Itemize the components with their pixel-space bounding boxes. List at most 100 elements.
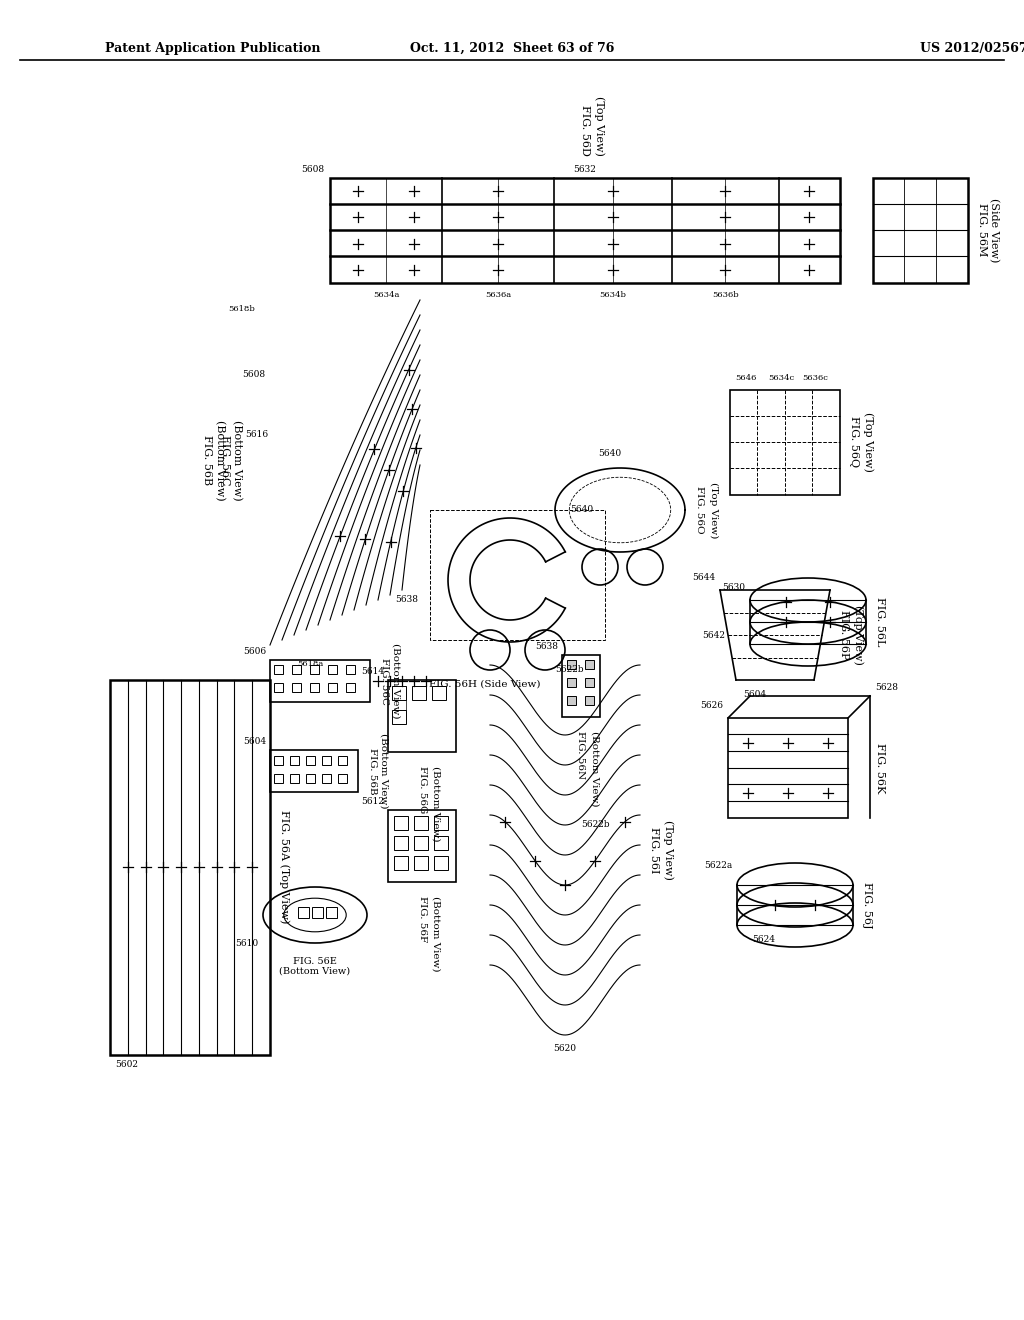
Text: (Bottom View): (Bottom View) bbox=[215, 420, 225, 500]
Bar bbox=[322, 756, 331, 766]
Text: 5612: 5612 bbox=[361, 797, 384, 807]
Bar bbox=[274, 682, 283, 692]
Bar bbox=[434, 855, 449, 870]
Text: (Bottom View): (Bottom View) bbox=[431, 896, 440, 972]
Text: (Top View): (Top View) bbox=[862, 412, 873, 473]
Text: FIG. 56A (Top View): FIG. 56A (Top View) bbox=[279, 810, 290, 924]
Bar bbox=[394, 816, 408, 830]
Text: 5616: 5616 bbox=[245, 430, 268, 440]
Bar bbox=[414, 855, 428, 870]
Text: (Bottom View): (Bottom View) bbox=[280, 968, 350, 975]
Text: 5636b: 5636b bbox=[712, 290, 738, 300]
Bar bbox=[430, 510, 605, 640]
Text: 5638: 5638 bbox=[395, 595, 418, 605]
Text: 5622b: 5622b bbox=[581, 820, 609, 829]
Text: US 2012/0256715 A1: US 2012/0256715 A1 bbox=[920, 42, 1024, 55]
Text: 5632: 5632 bbox=[573, 165, 596, 174]
Bar bbox=[388, 810, 456, 882]
Text: FIG. 56K: FIG. 56K bbox=[874, 743, 885, 793]
Text: FIG. 56E: FIG. 56E bbox=[293, 957, 337, 966]
Text: 5634a: 5634a bbox=[373, 290, 399, 300]
Bar bbox=[310, 665, 319, 675]
Bar bbox=[298, 907, 309, 917]
Text: 5628: 5628 bbox=[874, 682, 898, 692]
Bar bbox=[392, 710, 406, 723]
Text: FIG. 56Q: FIG. 56Q bbox=[849, 416, 859, 467]
Bar bbox=[567, 678, 575, 686]
Bar bbox=[274, 665, 283, 675]
Bar bbox=[434, 816, 449, 830]
Bar bbox=[310, 682, 319, 692]
Bar bbox=[292, 682, 301, 692]
Text: FIG. 56B: FIG. 56B bbox=[202, 434, 212, 484]
Text: FIG. 56I: FIG. 56I bbox=[649, 826, 659, 874]
Text: FIG. 56D: FIG. 56D bbox=[580, 106, 590, 156]
Bar bbox=[728, 718, 848, 818]
Text: FIG. 56J: FIG. 56J bbox=[862, 882, 872, 928]
Text: FIG. 56H (Side View): FIG. 56H (Side View) bbox=[429, 680, 541, 689]
Text: 5614: 5614 bbox=[360, 667, 384, 676]
Bar bbox=[330, 178, 840, 282]
Bar bbox=[394, 836, 408, 850]
Text: FIG. 56C: FIG. 56C bbox=[220, 434, 230, 486]
Text: (Bottom View): (Bottom View) bbox=[591, 731, 599, 807]
Text: 5638: 5638 bbox=[535, 642, 558, 651]
Text: 5608: 5608 bbox=[242, 370, 265, 379]
Bar bbox=[414, 836, 428, 850]
Bar bbox=[394, 855, 408, 870]
Text: 5604: 5604 bbox=[743, 690, 767, 700]
Bar bbox=[585, 678, 594, 686]
Text: (Top View): (Top View) bbox=[709, 482, 718, 539]
Bar bbox=[270, 750, 358, 792]
Bar bbox=[562, 655, 600, 717]
Text: 5626: 5626 bbox=[700, 701, 723, 710]
Text: FIG. 56P: FIG. 56P bbox=[839, 610, 849, 660]
Text: FIG. 56B: FIG. 56B bbox=[368, 747, 377, 795]
Bar bbox=[270, 660, 370, 702]
Bar bbox=[585, 660, 594, 669]
Text: 5644: 5644 bbox=[692, 573, 715, 582]
Bar bbox=[290, 756, 299, 766]
Text: 5608: 5608 bbox=[301, 165, 324, 174]
Bar bbox=[312, 907, 323, 917]
Text: FIG. 56G: FIG. 56G bbox=[418, 766, 427, 813]
Bar bbox=[434, 836, 449, 850]
Bar bbox=[585, 696, 594, 705]
Text: 5646: 5646 bbox=[735, 374, 757, 381]
Text: 5634c: 5634c bbox=[768, 374, 795, 381]
Text: 5640: 5640 bbox=[598, 449, 622, 458]
Bar bbox=[567, 696, 575, 705]
Text: 5640: 5640 bbox=[570, 506, 593, 513]
Bar bbox=[346, 665, 355, 675]
Text: 5604: 5604 bbox=[243, 737, 266, 746]
Text: 5622a: 5622a bbox=[703, 861, 732, 870]
Text: FIG. 56F: FIG. 56F bbox=[418, 896, 427, 942]
Bar bbox=[274, 756, 283, 766]
Text: 5618b: 5618b bbox=[228, 305, 255, 313]
Text: FIG. 56N: FIG. 56N bbox=[577, 731, 586, 779]
Text: 5642: 5642 bbox=[702, 631, 725, 639]
Text: (Top View): (Top View) bbox=[594, 96, 604, 156]
Text: (Top View): (Top View) bbox=[663, 820, 674, 880]
Bar bbox=[338, 756, 347, 766]
Text: 5624: 5624 bbox=[752, 935, 775, 944]
Text: (Top View): (Top View) bbox=[853, 605, 863, 665]
Text: (Bottom View): (Bottom View) bbox=[380, 733, 388, 809]
Text: (Side View): (Side View) bbox=[989, 198, 999, 263]
Bar bbox=[328, 665, 337, 675]
Bar bbox=[306, 756, 315, 766]
Text: FIG. 56C: FIG. 56C bbox=[380, 657, 388, 705]
Text: Patent Application Publication: Patent Application Publication bbox=[105, 42, 321, 55]
Text: Oct. 11, 2012  Sheet 63 of 76: Oct. 11, 2012 Sheet 63 of 76 bbox=[410, 42, 614, 55]
Bar bbox=[392, 686, 406, 700]
Bar bbox=[388, 680, 456, 752]
Text: 5618a: 5618a bbox=[297, 660, 324, 668]
Text: (Bottom View): (Bottom View) bbox=[231, 420, 242, 500]
Bar bbox=[326, 907, 337, 917]
Text: (Bottom View): (Bottom View) bbox=[431, 766, 440, 842]
Bar bbox=[110, 680, 270, 1055]
Text: 5630: 5630 bbox=[722, 583, 745, 591]
Text: 5634b: 5634b bbox=[600, 290, 627, 300]
Bar bbox=[412, 686, 426, 700]
Text: 5602: 5602 bbox=[115, 1060, 138, 1069]
